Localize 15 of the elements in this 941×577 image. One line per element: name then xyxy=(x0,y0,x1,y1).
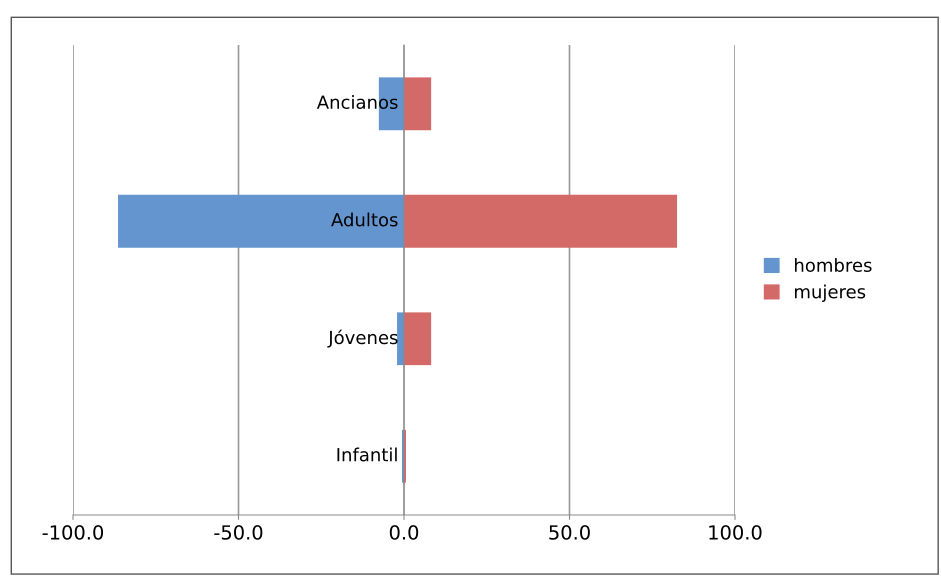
x-tick-label: -100.0 xyxy=(42,525,104,540)
legend-label: mujeres xyxy=(795,284,866,302)
x-tick-label: 50.0 xyxy=(549,525,590,540)
bar xyxy=(404,77,432,130)
y-tick-label: Adultos xyxy=(331,212,398,226)
bar xyxy=(397,312,404,366)
x-tick-label: 0.0 xyxy=(390,525,418,540)
x-tick-label: -50.0 xyxy=(214,525,262,540)
legend-label: hombres xyxy=(795,258,872,272)
x-tick-label: 100.0 xyxy=(709,525,762,540)
bar xyxy=(118,194,404,248)
bar xyxy=(404,194,678,248)
y-tick-label: Infantil xyxy=(337,448,397,462)
y-tick-label: Jóvenes xyxy=(327,330,398,348)
bar xyxy=(404,312,432,366)
